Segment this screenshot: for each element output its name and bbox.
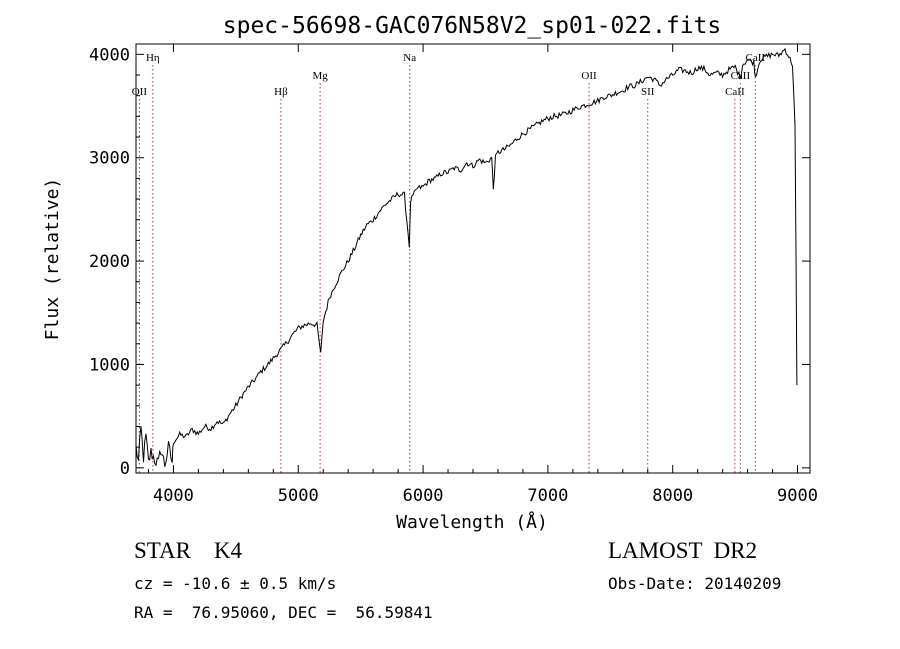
x-tick-label: 4000: [153, 486, 194, 506]
feature-label: OII: [132, 86, 148, 98]
spectrum-line: [135, 47, 798, 467]
coordinates: RA = 76.95060, DEC = 56.59841: [134, 603, 433, 622]
x-tick-label: 9000: [777, 486, 818, 506]
y-axis-label: Flux (relative): [42, 178, 63, 341]
plot-frame: [135, 43, 811, 474]
x-axis-label: Wavelength (Å): [396, 511, 548, 533]
x-tick-label: 6000: [403, 486, 444, 506]
feature-label: Mg: [312, 70, 328, 82]
axis-ticks: 4000 5000 6000 7000 8000 9000 0 1000 2000 3000 400…: [89, 44, 818, 506]
y-tick-label: 2000: [89, 252, 130, 272]
feature-label: Na: [403, 52, 416, 64]
feature-label: Hη: [146, 52, 160, 64]
y-tick-label: 3000: [89, 149, 130, 169]
survey-name: LAMOST DR2: [608, 538, 758, 563]
chart-title: spec-56698-GAC076N58V2_sp01-022.fits: [223, 13, 722, 39]
feature-label: Hβ: [274, 86, 288, 98]
feature-label: OII: [581, 70, 597, 82]
y-tick-label: 4000: [89, 45, 130, 65]
spectrum-series: [135, 47, 798, 467]
y-tick-label: 1000: [89, 355, 130, 375]
feature-label: SII: [641, 86, 655, 98]
observation-date: Obs-Date: 20140209: [608, 574, 782, 593]
y-tick-label: 0: [120, 459, 130, 479]
x-tick-label: 8000: [652, 486, 693, 506]
x-tick-label: 7000: [527, 486, 568, 506]
redshift-value: cz = -10.6 ± 0.5 km/s: [134, 574, 337, 593]
feature-label: CaII: [725, 86, 745, 98]
x-tick-label: 5000: [278, 486, 319, 506]
object-classification: STAR K4: [134, 538, 243, 563]
